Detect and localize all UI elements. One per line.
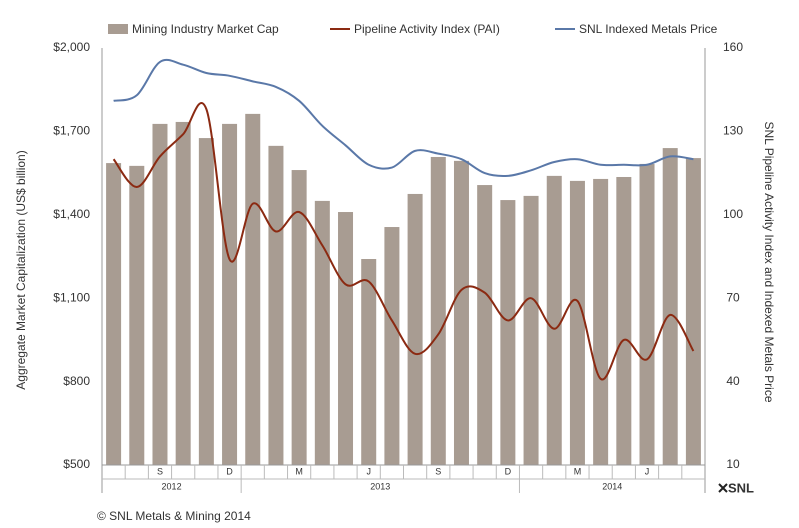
bar — [430, 156, 446, 465]
bar — [106, 163, 122, 466]
bar — [198, 138, 214, 465]
line — [112, 102, 695, 381]
y-tick-label: $500 — [63, 457, 90, 471]
legend-label: Pipeline Activity Index (PAI) — [354, 22, 500, 36]
x-tick-label: S — [435, 466, 441, 476]
bar — [152, 123, 168, 466]
y-axis-title: Aggregate Market Capitalization (US$ bil… — [14, 150, 28, 389]
y2-axis-title: SNL Pipeline Activity Index and Indexed … — [762, 121, 776, 402]
bar — [500, 200, 516, 466]
year-label: 2013 — [370, 481, 390, 491]
bar — [685, 158, 701, 465]
y-tick-label: $1,700 — [53, 124, 90, 138]
bar — [639, 163, 655, 465]
bar — [477, 185, 493, 465]
x-tick-label: J — [645, 466, 650, 476]
legend-swatch — [108, 24, 128, 34]
bar — [546, 175, 562, 465]
x-tick-label: M — [574, 466, 582, 476]
bar — [407, 193, 423, 465]
y2-tick-label: 130 — [723, 124, 743, 138]
bar — [129, 165, 145, 465]
bar — [314, 200, 330, 465]
bar — [523, 195, 539, 465]
bar — [291, 170, 307, 466]
bar — [662, 148, 678, 465]
y2-tick-label: 10 — [726, 457, 740, 471]
x-tick-label: J — [366, 466, 371, 476]
legend-label: Mining Industry Market Cap — [132, 22, 279, 36]
y2-tick-label: 100 — [723, 207, 743, 221]
bar — [569, 180, 585, 465]
bar — [245, 113, 261, 466]
bar — [361, 259, 377, 465]
bar — [222, 123, 238, 466]
logo-icon — [718, 483, 728, 493]
x-tick-label: M — [295, 466, 303, 476]
y-tick-label: $1,400 — [53, 207, 90, 221]
bar — [384, 227, 400, 465]
bar — [338, 212, 354, 465]
y-tick-label: $2,000 — [53, 40, 90, 54]
bar — [453, 160, 469, 466]
bar — [593, 178, 609, 466]
bar — [175, 121, 191, 465]
x-tick-label: D — [226, 466, 233, 476]
y-tick-label: $800 — [63, 374, 90, 388]
y2-tick-label: 70 — [726, 290, 740, 304]
y2-tick-label: 160 — [723, 40, 743, 54]
legend-label: SNL Indexed Metals Price — [579, 22, 718, 36]
year-label: 2014 — [602, 481, 622, 491]
y2-tick-label: 40 — [726, 374, 740, 388]
y-tick-label: $1,100 — [53, 290, 90, 304]
bar — [616, 176, 632, 465]
logo: SNL — [718, 480, 754, 495]
source: © SNL Metals & Mining 2014 — [97, 509, 251, 523]
x-tick-label: D — [505, 466, 512, 476]
logo-text: SNL — [728, 480, 754, 495]
x-tick-label: S — [157, 466, 163, 476]
line — [113, 58, 694, 178]
year-label: 2012 — [162, 481, 182, 491]
bar — [268, 145, 284, 465]
